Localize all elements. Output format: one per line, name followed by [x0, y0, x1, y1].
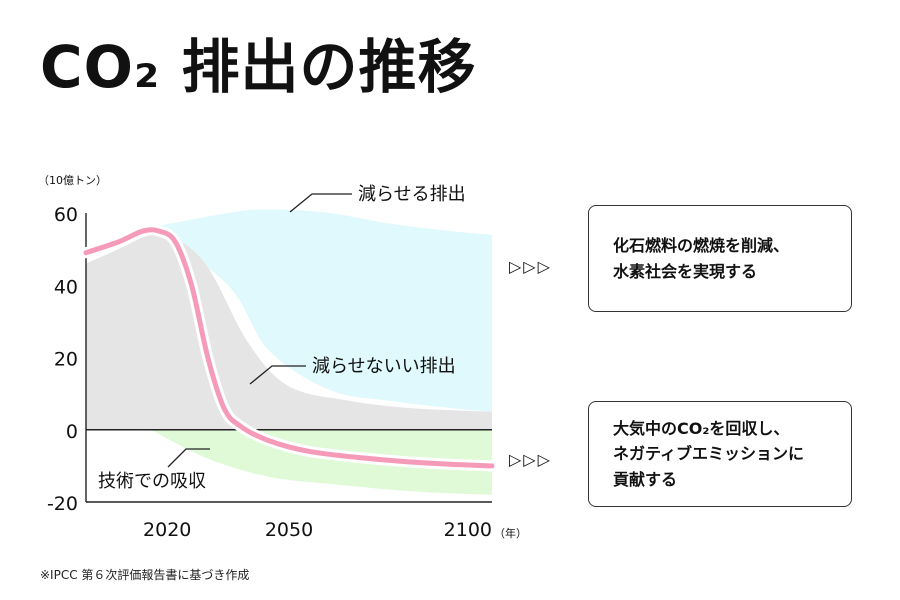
label-absorption: 技術での吸収: [98, 471, 206, 492]
y-tick-label: 60: [54, 204, 78, 226]
x-tick-label: 2020: [143, 519, 191, 541]
y-tick-label: 20: [54, 349, 78, 371]
page-title: CO₂ 排出の推移: [40, 33, 477, 101]
y-tick-label: 0: [66, 421, 78, 443]
reducible-emissions-area: [151, 209, 492, 412]
y-tick-label: -20: [47, 493, 78, 515]
label-irreducible-leader: [249, 365, 306, 385]
absorption-solution-text: 大気中のCO₂を回収し、 ネガティブエミッションに 貢献する: [613, 418, 805, 489]
absorption-solution-box: 大気中のCO₂を回収し、 ネガティブエミッションに 貢献する: [588, 401, 852, 507]
arrows-absorption: ▷▷▷: [509, 450, 552, 469]
x-unit-label: （年）: [494, 526, 527, 540]
reducible-solution-text: 化石燃料の燃焼を削減、 水素社会を実現する: [613, 235, 790, 281]
label-absorption-leader: [167, 448, 210, 468]
label-reducible: 減らせる排出: [358, 184, 466, 205]
footnote: ※IPCC 第６次評価報告書に基づき作成: [40, 568, 250, 582]
absorption-area: [151, 429, 492, 495]
y-tick-label: 40: [54, 276, 78, 298]
arrows-reducible: ▷▷▷: [509, 257, 552, 276]
net-emissions-line: [83, 227, 495, 469]
reducible-solution-box: 化石燃料の燃焼を削減、 水素社会を実現する: [588, 205, 852, 312]
y-unit-label: （10億トン）: [38, 174, 107, 187]
x-tick-label: 2050: [265, 519, 313, 541]
label-irreducible: 減らせないい排出: [312, 356, 456, 377]
x-tick-label: 2100: [444, 519, 492, 541]
label-reducible-leader: [289, 193, 352, 213]
